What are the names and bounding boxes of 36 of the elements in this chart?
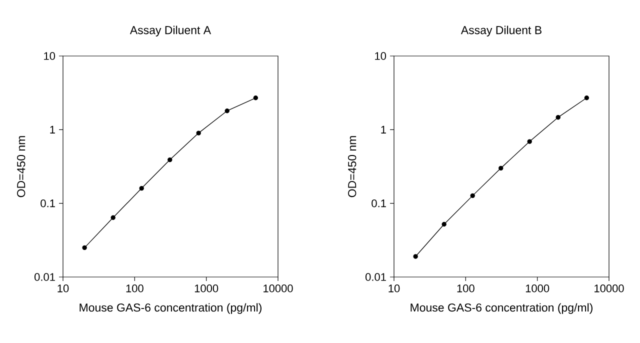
y-tick-label: 0.1 bbox=[372, 199, 386, 208]
x-tick-label: 100 bbox=[126, 284, 144, 292]
y-tick-label: 10 bbox=[44, 52, 56, 60]
point bbox=[253, 96, 258, 100]
point bbox=[139, 186, 144, 191]
point bbox=[584, 96, 590, 100]
y-axis-title: OD=450 nm bbox=[348, 136, 356, 198]
x-axis-title: Mouse GAS-6 concentration (pg/ml) bbox=[410, 303, 592, 314]
point bbox=[224, 108, 230, 114]
y-tick-label: 0.01 bbox=[366, 273, 386, 281]
point bbox=[470, 193, 475, 198]
x-tick-label: 1000 bbox=[194, 284, 218, 292]
point bbox=[498, 166, 504, 171]
point bbox=[556, 114, 560, 120]
point bbox=[527, 139, 532, 144]
point bbox=[82, 245, 87, 250]
chart-title: Assay Diluent B bbox=[460, 26, 542, 36]
x-tick-label: 10 bbox=[388, 284, 400, 292]
x-tick-label: 10 bbox=[58, 284, 69, 292]
point bbox=[110, 215, 116, 220]
point bbox=[196, 130, 201, 136]
x-axis-title: Mouse GAS-6 concentration (pg/ml) bbox=[80, 303, 262, 314]
x-tick-label: 1000 bbox=[526, 284, 550, 292]
y-tick-label: 10 bbox=[375, 52, 386, 60]
y-tick-label: 1 bbox=[50, 126, 55, 134]
x-tick-label: 100 bbox=[457, 284, 474, 292]
x-tick-label: 10000 bbox=[264, 284, 293, 292]
y-tick-label: 1 bbox=[381, 126, 386, 134]
chart-title: Assay Diluent A bbox=[130, 26, 212, 36]
y-axis-title: OD=450 nm bbox=[17, 136, 26, 198]
y-tick-label: 0.1 bbox=[40, 199, 55, 208]
x-tick-label: 10000 bbox=[594, 284, 624, 292]
point bbox=[413, 254, 418, 259]
y-tick-label: 0.01 bbox=[34, 273, 55, 281]
point bbox=[442, 222, 446, 227]
point bbox=[168, 157, 172, 162]
